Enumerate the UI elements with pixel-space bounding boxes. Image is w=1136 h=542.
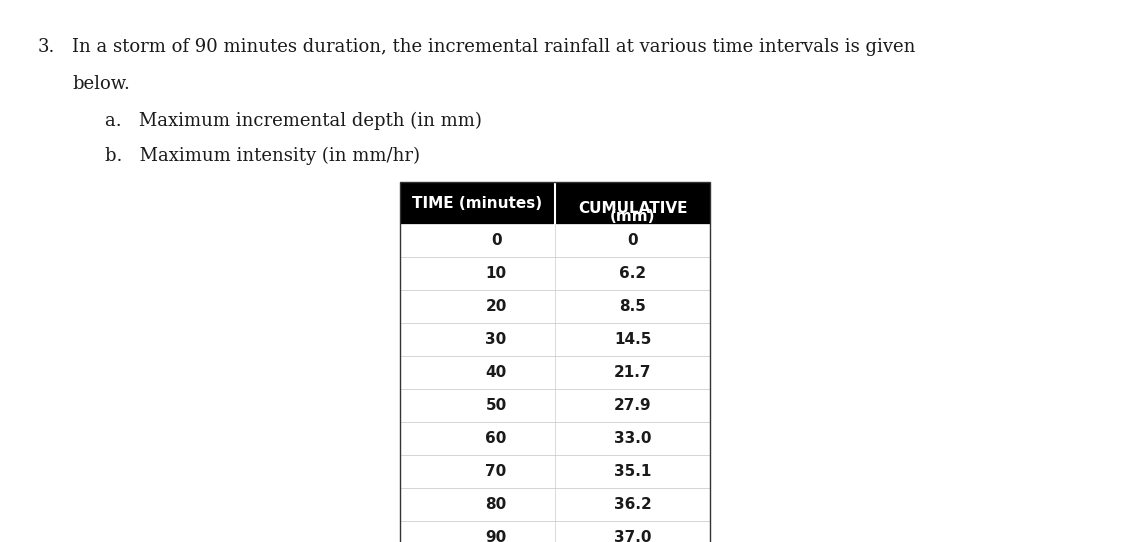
Text: 50: 50 [485,398,507,413]
Text: TIME (minutes): TIME (minutes) [412,196,543,210]
Text: 20: 20 [485,299,507,314]
Text: 70: 70 [485,464,507,479]
Text: 0: 0 [627,233,637,248]
Bar [400,488,710,521]
Bar [400,224,710,257]
Text: a.   Maximum incremental depth (in mm): a. Maximum incremental depth (in mm) [105,112,482,130]
Bar [400,290,710,323]
Text: 90: 90 [485,530,507,542]
Text: 40: 40 [485,365,507,380]
Bar [400,422,710,455]
Text: 60: 60 [485,431,507,446]
Bar [400,323,710,356]
Text: below.: below. [72,75,130,93]
Text: 6.2: 6.2 [619,266,646,281]
Text: 0: 0 [491,233,501,248]
Text: 36.2: 36.2 [613,497,651,512]
Text: 14.5: 14.5 [613,332,651,347]
Text: (mm): (mm) [610,209,655,224]
Text: 21.7: 21.7 [613,365,651,380]
Text: 35.1: 35.1 [613,464,651,479]
Bar [400,521,710,542]
Bar [400,455,710,488]
Bar [400,257,710,290]
Text: 80: 80 [485,497,507,512]
Bar [400,389,710,422]
Text: In a storm of 90 minutes duration, the incremental rainfall at various time inte: In a storm of 90 minutes duration, the i… [72,38,916,56]
Bar [400,182,556,224]
Bar [400,356,710,389]
Text: 10: 10 [485,266,507,281]
Text: 3.: 3. [37,38,56,56]
Text: b.   Maximum intensity (in mm/hr): b. Maximum intensity (in mm/hr) [105,147,420,165]
Text: CUMULATIVE: CUMULATIVE [578,201,687,216]
Text: 27.9: 27.9 [613,398,651,413]
Text: 30: 30 [485,332,507,347]
Text: 37.0: 37.0 [613,530,651,542]
Bar [400,182,710,542]
Text: 8.5: 8.5 [619,299,646,314]
Bar [556,182,710,224]
Text: 33.0: 33.0 [613,431,651,446]
